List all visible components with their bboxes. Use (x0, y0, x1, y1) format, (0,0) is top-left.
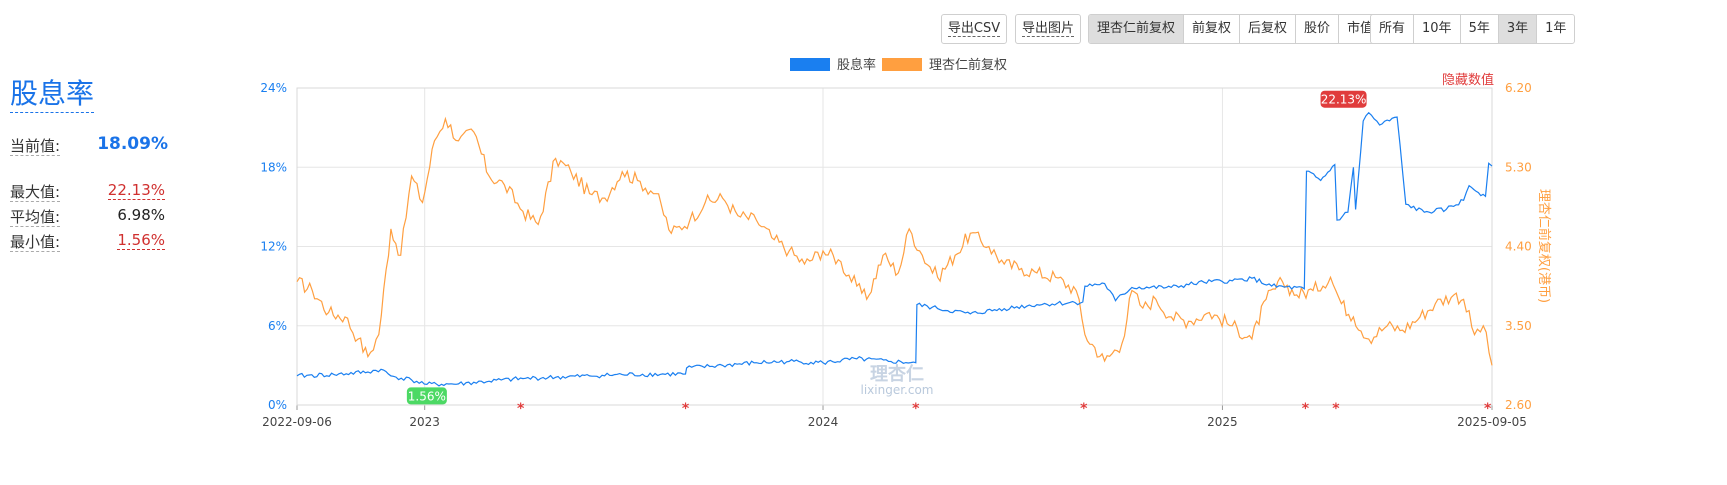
y-right-tick-label: 2.60 (1505, 398, 1532, 412)
stat-current-value: 18.09% (97, 134, 168, 154)
x-tick-label: 2025-09-05 (1457, 415, 1527, 429)
range-all[interactable]: 所有 (1371, 15, 1415, 43)
metric-title[interactable]: 股息率 (10, 76, 95, 113)
event-marker: * (682, 401, 690, 417)
stat-max: 最大值: 22.13% (10, 181, 165, 202)
max-annotation-box (1320, 90, 1367, 108)
stat-avg-value: 6.98% (117, 206, 165, 224)
legend-label-price: 理杏仁前复权 (929, 57, 1007, 73)
range-group: 所有 10年 5年 3年 1年 (1370, 14, 1576, 44)
y-right-tick-label: 6.20 (1505, 81, 1532, 95)
price-mode-forward[interactable]: 前复权 (1184, 15, 1241, 43)
stat-avg-label: 平均值: (10, 208, 61, 227)
event-marker: * (1332, 401, 1340, 417)
hide-values-link[interactable]: 隐藏数值 (1442, 72, 1494, 88)
price-mode-marketcap[interactable]: 市值 (1347, 21, 1374, 36)
stat-min-label: 最小值: (10, 233, 61, 252)
stat-current-label: 当前值: (10, 137, 61, 156)
price-mode-price[interactable]: 股价 (1296, 15, 1340, 43)
y-left-tick-label: 6% (268, 319, 287, 333)
price-mode-backward[interactable]: 后复权 (1240, 15, 1297, 43)
event-marker: * (517, 401, 525, 417)
event-marker: * (1080, 401, 1088, 417)
legend-swatch-dividend-yield (790, 58, 830, 71)
event-marker: * (1302, 401, 1310, 417)
stat-avg: 平均值: 6.98% (10, 206, 165, 227)
y-right-axis-title: 理杏仁前复权(港币) (1536, 189, 1552, 303)
y-left-tick-label: 0% (268, 398, 287, 412)
legend-swatch-price (882, 58, 922, 71)
range-3y[interactable]: 3年 (1498, 15, 1538, 43)
y-right-tick-label: 5.30 (1505, 160, 1532, 174)
export-image-button[interactable]: 导出图片 (1015, 14, 1081, 44)
export-image-label: 导出图片 (1021, 21, 1074, 37)
export-csv-label: 导出CSV (947, 21, 1001, 37)
plot-area-border (296, 87, 1493, 406)
event-marker: * (1484, 401, 1492, 417)
y-right-tick-label: 4.40 (1505, 240, 1532, 254)
range-5y[interactable]: 5年 (1461, 15, 1499, 43)
y-left-tick-label: 12% (260, 240, 287, 254)
x-tick-label: 2024 (808, 415, 839, 429)
y-right-tick-label: 3.50 (1505, 319, 1532, 333)
x-tick-label: 2022-09-06 (262, 415, 332, 429)
series-line-dividend-yield (296, 111, 1493, 387)
min-annotation-label: 1.56% (408, 389, 446, 403)
stat-min: 最小值: 1.56% (10, 231, 165, 252)
x-tick-label: 2025 (1207, 415, 1238, 429)
min-annotation-box (406, 387, 447, 405)
legend-label-dividend-yield: 股息率 (837, 57, 876, 73)
stat-min-value: 1.56% (117, 231, 165, 250)
event-marker: * (912, 401, 920, 417)
price-mode-lixinger[interactable]: 理杏仁前复权 (1089, 15, 1185, 43)
range-1y[interactable]: 1年 (1545, 21, 1567, 36)
export-csv-button[interactable]: 导出CSV (941, 14, 1007, 44)
max-annotation-label: 22.13% (1321, 93, 1367, 107)
series-line-price (296, 116, 1493, 366)
watermark-url: lixinger.com (861, 383, 934, 397)
stat-current: 当前值: 18.09% (10, 134, 168, 156)
y-left-tick-label: 24% (260, 81, 287, 95)
watermark-text: 理杏仁 (870, 363, 924, 385)
range-10y[interactable]: 10年 (1414, 15, 1461, 43)
stat-max-value: 22.13% (107, 181, 165, 200)
y-left-tick-label: 18% (260, 160, 287, 174)
price-mode-group: 理杏仁前复权 前复权 后复权 股价 市值 (1088, 14, 1383, 44)
x-tick-label: 2023 (409, 415, 440, 429)
stat-max-label: 最大值: (10, 183, 61, 202)
